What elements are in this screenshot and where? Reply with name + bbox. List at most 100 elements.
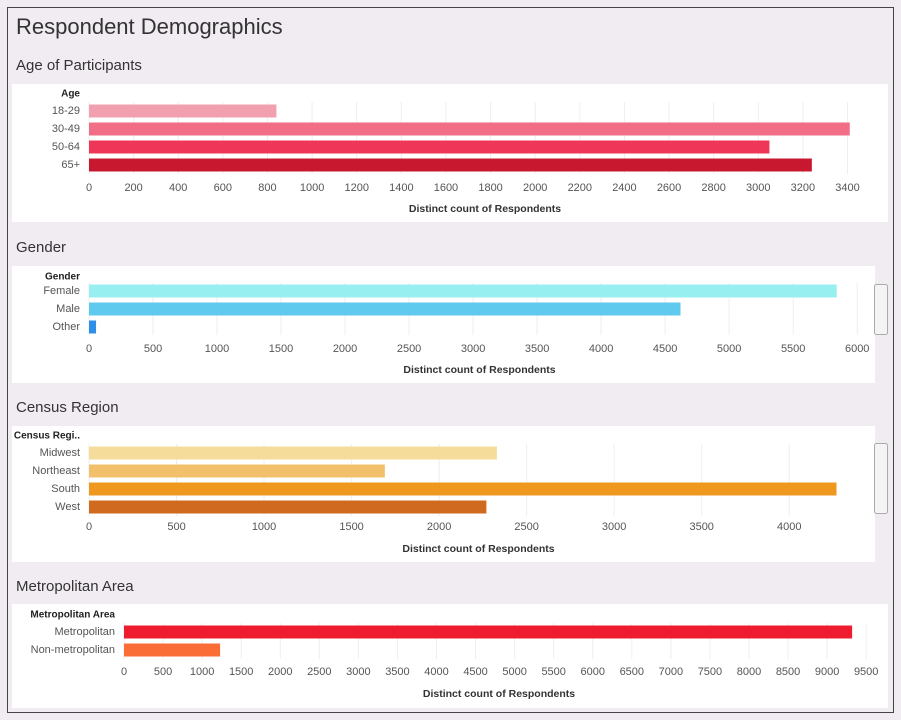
page-title: Respondent Demographics [16, 14, 283, 39]
field-label: Census Regi.. [14, 431, 80, 442]
x-tick-label: 1500 [269, 343, 293, 355]
x-tick-label: 2200 [568, 182, 592, 194]
x-tick-label: 3500 [385, 666, 409, 678]
x-tick-label: 3200 [791, 182, 815, 194]
x-tick-label: 7500 [698, 666, 722, 678]
y-tick-label: Non-metropolitan [31, 644, 115, 656]
x-tick-label: 5500 [541, 666, 565, 678]
bar [124, 625, 853, 639]
y-tick-label: West [55, 501, 80, 513]
scrollbar[interactable] [874, 284, 888, 335]
bar [89, 104, 277, 118]
x-tick-label: 4500 [653, 343, 677, 355]
section-title: Age of Participants [16, 57, 142, 74]
bar [89, 140, 770, 154]
field-label: Age [61, 89, 80, 100]
section-title: Metropolitan Area [16, 578, 134, 595]
x-tick-label: 3000 [602, 521, 626, 533]
x-axis-title: Distinct count of Respondents [423, 688, 575, 700]
bar [89, 320, 97, 334]
bar [89, 482, 837, 496]
bar [89, 500, 487, 514]
x-tick-label: 5000 [502, 666, 526, 678]
x-tick-label: 5500 [781, 343, 805, 355]
bar [89, 158, 812, 172]
section-title: Census Region [16, 399, 119, 416]
y-tick-label: 18-29 [52, 105, 80, 117]
x-tick-label: 2800 [701, 182, 725, 194]
bar [89, 122, 850, 136]
x-tick-label: 1000 [252, 521, 276, 533]
x-tick-label: 2600 [657, 182, 681, 194]
x-tick-label: 2500 [514, 521, 538, 533]
y-tick-label: South [51, 483, 80, 495]
frame [7, 7, 894, 713]
x-tick-label: 3000 [461, 343, 485, 355]
x-tick-label: 4000 [777, 521, 801, 533]
x-tick-label: 8500 [776, 666, 800, 678]
y-tick-label: Other [52, 321, 80, 333]
x-tick-label: 6000 [581, 666, 605, 678]
y-tick-label: Midwest [40, 447, 80, 459]
x-axis-title: Distinct count of Respondents [403, 364, 555, 376]
y-tick-label: Metropolitan [54, 626, 115, 638]
x-tick-label: 600 [214, 182, 232, 194]
x-axis-title: Distinct count of Respondents [402, 543, 554, 555]
x-tick-label: 0 [121, 666, 127, 678]
x-tick-label: 1500 [229, 666, 253, 678]
x-tick-label: 1000 [190, 666, 214, 678]
x-tick-label: 4000 [424, 666, 448, 678]
x-tick-label: 0 [86, 343, 92, 355]
x-tick-label: 6500 [620, 666, 644, 678]
x-axis-title: Distinct count of Respondents [409, 203, 561, 215]
x-tick-label: 1000 [300, 182, 324, 194]
x-tick-label: 6000 [845, 343, 869, 355]
x-tick-label: 500 [154, 666, 172, 678]
section-title: Gender [16, 239, 66, 256]
x-tick-label: 1600 [434, 182, 458, 194]
bar [89, 302, 681, 316]
scrollbar[interactable] [874, 443, 888, 514]
y-tick-label: 65+ [61, 159, 80, 171]
bar [89, 446, 497, 460]
x-tick-label: 500 [144, 343, 162, 355]
x-tick-label: 4000 [589, 343, 613, 355]
y-tick-label: Male [56, 303, 80, 315]
x-tick-label: 2000 [268, 666, 292, 678]
x-tick-label: 1400 [389, 182, 413, 194]
bar [124, 643, 221, 657]
x-tick-label: 2500 [307, 666, 331, 678]
y-tick-label: 30-49 [52, 123, 80, 135]
x-tick-label: 1200 [344, 182, 368, 194]
x-tick-label: 3400 [835, 182, 859, 194]
x-tick-label: 2500 [397, 343, 421, 355]
x-tick-label: 9000 [815, 666, 839, 678]
x-tick-label: 2400 [612, 182, 636, 194]
bar [89, 284, 837, 298]
y-tick-label: 50-64 [52, 141, 80, 153]
field-label: Gender [45, 272, 80, 283]
x-tick-label: 500 [167, 521, 185, 533]
x-tick-label: 0 [86, 521, 92, 533]
x-tick-label: 3500 [525, 343, 549, 355]
x-tick-label: 2000 [523, 182, 547, 194]
x-tick-label: 1800 [478, 182, 502, 194]
x-tick-label: 400 [169, 182, 187, 194]
x-tick-label: 0 [86, 182, 92, 194]
x-tick-label: 1000 [205, 343, 229, 355]
x-tick-label: 2000 [427, 521, 451, 533]
x-tick-label: 5000 [717, 343, 741, 355]
x-tick-label: 3000 [746, 182, 770, 194]
field-label: Metropolitan Area [30, 610, 115, 621]
x-tick-label: 200 [124, 182, 142, 194]
y-tick-label: Northeast [32, 465, 80, 477]
x-tick-label: 1500 [339, 521, 363, 533]
x-tick-label: 3500 [689, 521, 713, 533]
x-tick-label: 4500 [463, 666, 487, 678]
bar [89, 464, 385, 478]
x-tick-label: 7000 [659, 666, 683, 678]
x-tick-label: 9500 [854, 666, 878, 678]
x-tick-label: 800 [258, 182, 276, 194]
x-tick-label: 8000 [737, 666, 761, 678]
